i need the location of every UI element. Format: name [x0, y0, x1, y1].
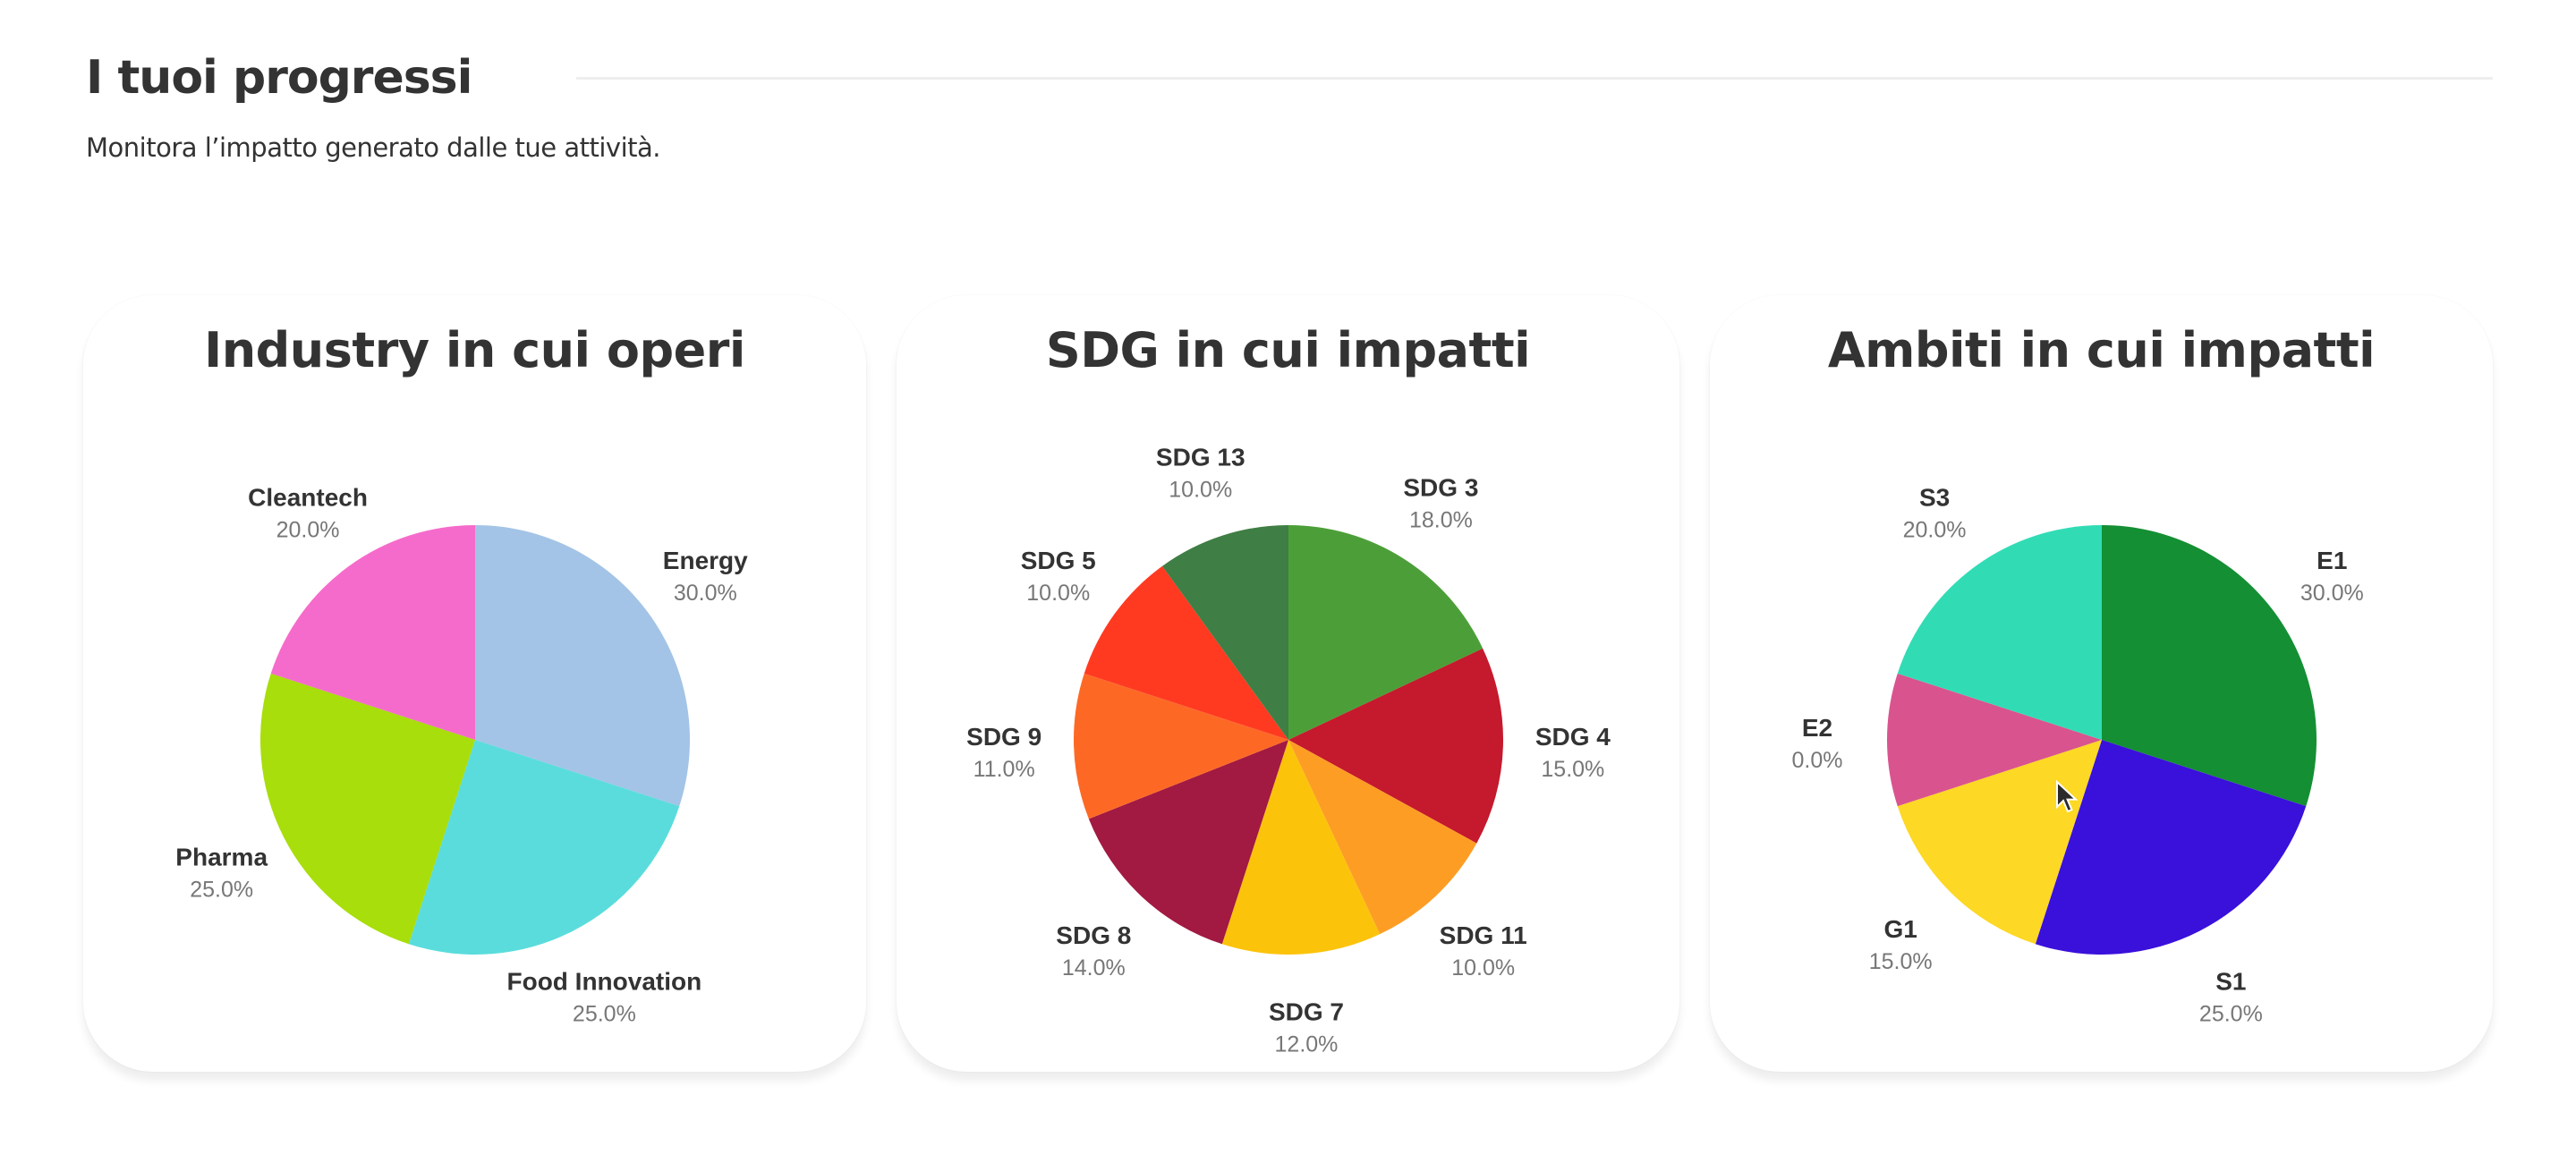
- pie-slice-pharma[interactable]: [260, 673, 475, 945]
- sdg-chart-card: SDG in cui impatti SDG 3 18.0% SDG 4 15.0% S…: [897, 295, 1679, 1072]
- mouse-cursor-icon: [2056, 780, 2079, 813]
- slice-percentage: 11.0%: [973, 757, 1035, 782]
- pie-slice-sdg-7[interactable]: [1221, 740, 1381, 955]
- slice-label-group: SDG 8 14.0%: [1056, 921, 1131, 980]
- pie-slice-energy[interactable]: [475, 525, 690, 807]
- slice-percentage: 10.0%: [1451, 955, 1515, 980]
- industry-pie-chart: Energy 30.0% Food Innovation 25.0% Pharma 25.…: [175, 484, 748, 1027]
- slice-percentage: 30.0%: [674, 581, 737, 606]
- slice-label: SDG 9: [966, 723, 1041, 751]
- slice-label-group: SDG 3 18.0%: [1403, 474, 1478, 533]
- slice-label: Energy: [663, 547, 748, 574]
- slice-label-group: Energy 30.0%: [663, 547, 748, 606]
- slice-label-group: S1 25.0%: [2199, 967, 2263, 1026]
- chart-title: Ambiti in cui impatti: [1827, 322, 2376, 378]
- pie-slice-sdg-8[interactable]: [1088, 740, 1288, 945]
- slice-percentage: 25.0%: [190, 877, 253, 902]
- pie-slice-sdg-3[interactable]: [1288, 525, 1484, 740]
- chart-title: SDG in cui impatti: [1045, 322, 1531, 378]
- slice-percentage: 25.0%: [2199, 1001, 2263, 1026]
- slice-label-group: SDG 7 12.0%: [1269, 997, 1344, 1057]
- slice-label-group: E2 0.0%: [1792, 714, 1843, 773]
- slice-label-group: G1 15.0%: [1869, 915, 1933, 974]
- pie-slice-sdg-4[interactable]: [1288, 648, 1503, 844]
- page-subtitle: Monitora l’impatto generato dalle tue at…: [86, 132, 661, 163]
- pie-slice-sdg-5[interactable]: [1084, 565, 1288, 740]
- slice-label: G1: [1883, 915, 1917, 943]
- pie-slice-s1[interactable]: [2035, 740, 2307, 955]
- slice-label-group: SDG 11 10.0%: [1440, 921, 1527, 980]
- slice-label: SDG 4: [1535, 723, 1611, 751]
- slice-label: SDG 3: [1403, 474, 1478, 502]
- page-header: I tuoi progressi Monitora l’impatto gene…: [86, 47, 2493, 163]
- pie-slice-sdg-11[interactable]: [1288, 740, 1477, 935]
- slice-label-group: S3 20.0%: [1903, 484, 1967, 543]
- pie-slice-e2[interactable]: [1887, 673, 2102, 807]
- charts-row: Industry in cui operi Energy 30.0% Food In…: [83, 295, 2493, 1072]
- slice-percentage: 12.0%: [1275, 1031, 1339, 1057]
- slice-label: SDG 13: [1156, 444, 1245, 471]
- slice-label: Food Innovation: [506, 967, 701, 995]
- ambiti-chart-card: Ambiti in cui impatti E1 30.0% S1 25.0% G1 15…: [1710, 295, 2493, 1072]
- slice-label-group: Cleantech 20.0%: [248, 484, 368, 543]
- slice-percentage: 30.0%: [2300, 581, 2364, 606]
- industry-chart-card: Industry in cui operi Energy 30.0% Food In…: [83, 295, 866, 1072]
- slice-label: S3: [1919, 484, 1950, 512]
- page-title: I tuoi progressi: [86, 51, 472, 105]
- slice-label: SDG 5: [1021, 547, 1096, 574]
- slice-label-group: SDG 4 15.0%: [1535, 723, 1611, 782]
- pie-slice-sdg-13[interactable]: [1161, 525, 1288, 740]
- slice-percentage: 15.0%: [1869, 949, 1933, 974]
- slice-label: E1: [2317, 547, 2347, 574]
- pie-slice-sdg-9[interactable]: [1074, 673, 1288, 819]
- pie-slice-food-innovation[interactable]: [408, 740, 680, 955]
- pie-slice-s3[interactable]: [1897, 525, 2102, 740]
- slice-percentage: 20.0%: [1903, 518, 1967, 543]
- slice-label-group: SDG 5 10.0%: [1021, 547, 1096, 606]
- slice-percentage: 18.0%: [1409, 508, 1473, 533]
- slice-label-group: Pharma 25.0%: [175, 843, 268, 902]
- slice-label: S1: [2215, 967, 2246, 995]
- header-divider: [576, 77, 2493, 80]
- slice-percentage: 10.0%: [1026, 581, 1090, 606]
- ambiti-pie-chart: E1 30.0% S1 25.0% G1 15.0% E2 0.0% S3 20.0%: [1792, 484, 2364, 1027]
- slice-label: SDG 8: [1056, 921, 1131, 949]
- slice-percentage: 14.0%: [1062, 955, 1126, 980]
- slice-percentage: 25.0%: [573, 1001, 636, 1026]
- slice-label-group: SDG 9 11.0%: [966, 723, 1041, 782]
- slice-label-group: E1 30.0%: [2300, 547, 2364, 606]
- slice-percentage: 20.0%: [276, 518, 340, 543]
- sdg-pie-chart: SDG 3 18.0% SDG 4 15.0% SDG 11 10.0% SDG 7 12.0…: [966, 444, 1611, 1057]
- pie-slice-g1[interactable]: [1897, 740, 2102, 945]
- slice-percentage: 10.0%: [1169, 478, 1232, 503]
- slice-label: SDG 7: [1269, 997, 1344, 1025]
- slice-label: SDG 11: [1440, 921, 1527, 949]
- slice-percentage: 15.0%: [1541, 757, 1604, 782]
- slice-label: E2: [1802, 714, 1832, 742]
- slice-label: Cleantech: [248, 484, 368, 512]
- slice-label-group: SDG 13 10.0%: [1156, 444, 1245, 503]
- slice-label-group: Food Innovation 25.0%: [506, 967, 701, 1026]
- pie-slice-cleantech[interactable]: [270, 525, 475, 740]
- chart-title: Industry in cui operi: [204, 322, 745, 378]
- slice-label: Pharma: [175, 843, 268, 870]
- pie-slice-e1[interactable]: [2102, 525, 2317, 807]
- slice-percentage: 0.0%: [1792, 748, 1843, 773]
